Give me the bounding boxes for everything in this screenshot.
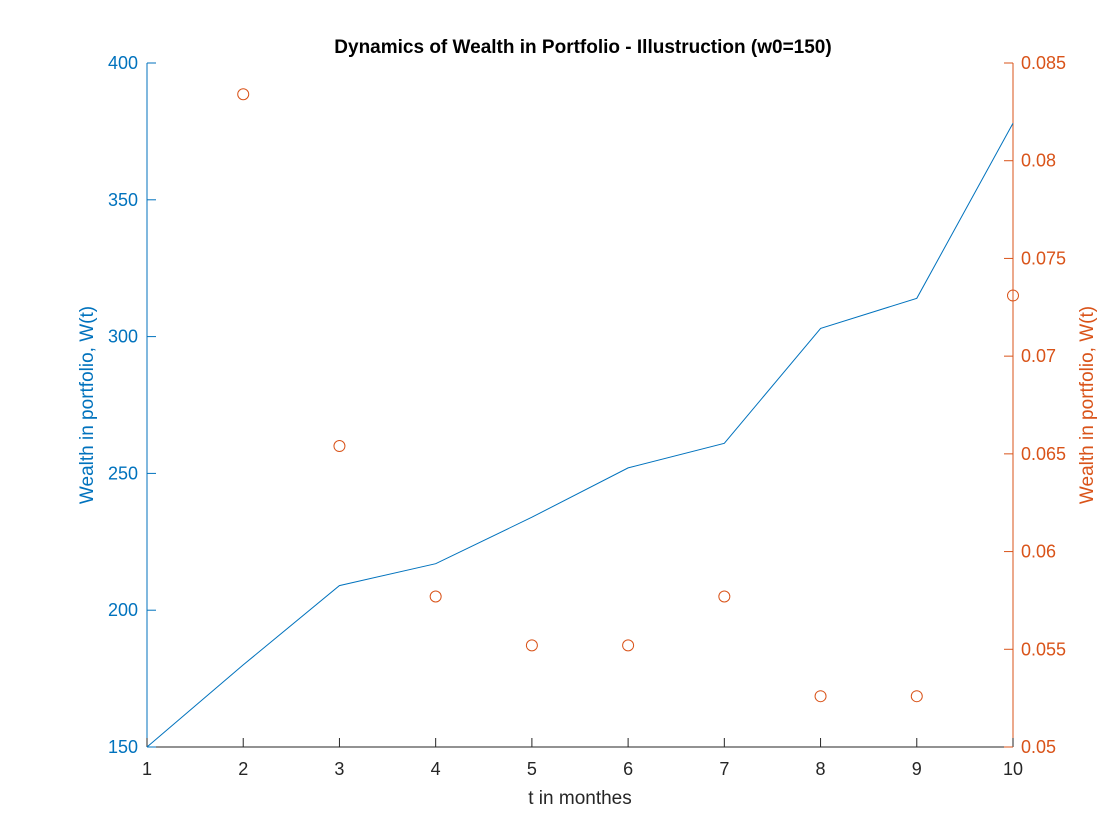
y-left-tick-label: 250 (108, 463, 138, 483)
y-axis-right: 0.05 0.055 0.06 0.065 0.07 0.075 0.08 0.085 (1004, 53, 1066, 757)
y-axis-left-label: Wealth in portfolio, W(t) (77, 306, 98, 504)
y-left-tick-label: 150 (108, 737, 138, 757)
x-axis-label: t in monthes (528, 788, 632, 809)
x-tick-label: 7 (719, 759, 729, 779)
x-tick-label: 3 (334, 759, 344, 779)
y-right-tick-label: 0.075 (1021, 248, 1066, 268)
right-series-point (622, 639, 635, 652)
right-series-point (525, 639, 538, 652)
right-series-point (910, 690, 923, 703)
y-right-tick-label: 0.08 (1021, 151, 1056, 171)
y-right-tick-label: 0.065 (1021, 444, 1066, 464)
x-tick-label: 9 (912, 759, 922, 779)
right-series-point (429, 590, 442, 603)
x-tick-label: 4 (431, 759, 441, 779)
x-tick-label: 2 (238, 759, 248, 779)
y-right-tick-label: 0.055 (1021, 639, 1066, 659)
plot-frame (146, 63, 1014, 748)
x-tick-label: 10 (1003, 759, 1023, 779)
right-series-point (1007, 289, 1019, 302)
right-series-point (718, 590, 731, 603)
series-layer (146, 88, 1019, 748)
y-right-tick-label: 0.06 (1021, 542, 1056, 562)
y-left-tick-label: 300 (108, 327, 138, 347)
y-right-tick-label: 0.07 (1021, 346, 1056, 366)
x-tick-label: 6 (623, 759, 633, 779)
right-series-point (333, 440, 346, 453)
wealth-line (146, 122, 1014, 748)
right-series-point (237, 88, 250, 101)
x-axis: 1 2 3 4 5 6 7 8 9 10 (142, 738, 1023, 779)
y-axis-right-label: Wealth in portfolio, W(t) (1077, 306, 1098, 504)
x-tick-label: 5 (527, 759, 537, 779)
y-right-tick-label: 0.085 (1021, 53, 1066, 73)
y-left-tick-label: 200 (108, 600, 138, 620)
right-series-point (814, 690, 827, 703)
y-right-tick-label: 0.05 (1021, 737, 1056, 757)
x-tick-label: 1 (142, 759, 152, 779)
chart-title: Dynamics of Wealth in Portfolio - Illust… (334, 37, 831, 58)
y-left-tick-label: 400 (108, 53, 138, 73)
y-axis-left: 150 200 250 300 350 400 (108, 53, 156, 757)
x-tick-label: 8 (816, 759, 826, 779)
y-left-tick-label: 350 (108, 190, 138, 210)
